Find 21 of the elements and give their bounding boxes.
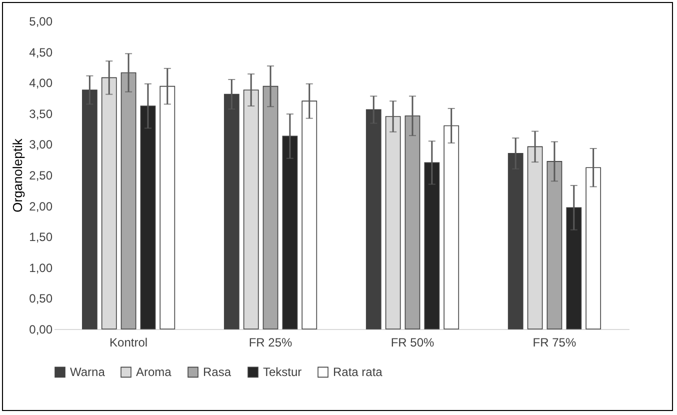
y-tick-label: 1,50	[29, 230, 53, 244]
legend-label: Tekstur	[263, 365, 302, 380]
y-tick-label: 4,00	[29, 76, 53, 90]
legend-label: Rasa	[203, 365, 232, 380]
legend-label: Rata rata	[333, 365, 383, 380]
y-tick-label: 0,00	[29, 322, 53, 336]
x-tick-label: FR 25%	[248, 336, 293, 350]
y-tick-label: 3,50	[29, 106, 53, 121]
y-tick-label: 2,50	[29, 168, 53, 182]
y-tick-label: 0,50	[29, 292, 53, 306]
y-tick-label: 2,00	[29, 199, 53, 214]
legend-label: Warna	[70, 365, 106, 380]
y-tick-label: 5,00	[29, 14, 53, 28]
x-tick-label: Kontrol	[110, 336, 148, 350]
y-axis-title: Organoleptik	[10, 138, 26, 212]
y-tick-label: 4,50	[29, 45, 53, 60]
y-tick-label: 1,00	[29, 260, 53, 275]
x-tick-label: FR 50%	[390, 336, 434, 350]
legend-label: Aroma	[136, 365, 172, 380]
x-tick-label: FR 75%	[532, 336, 576, 350]
y-tick-label: 3,00	[29, 138, 53, 152]
